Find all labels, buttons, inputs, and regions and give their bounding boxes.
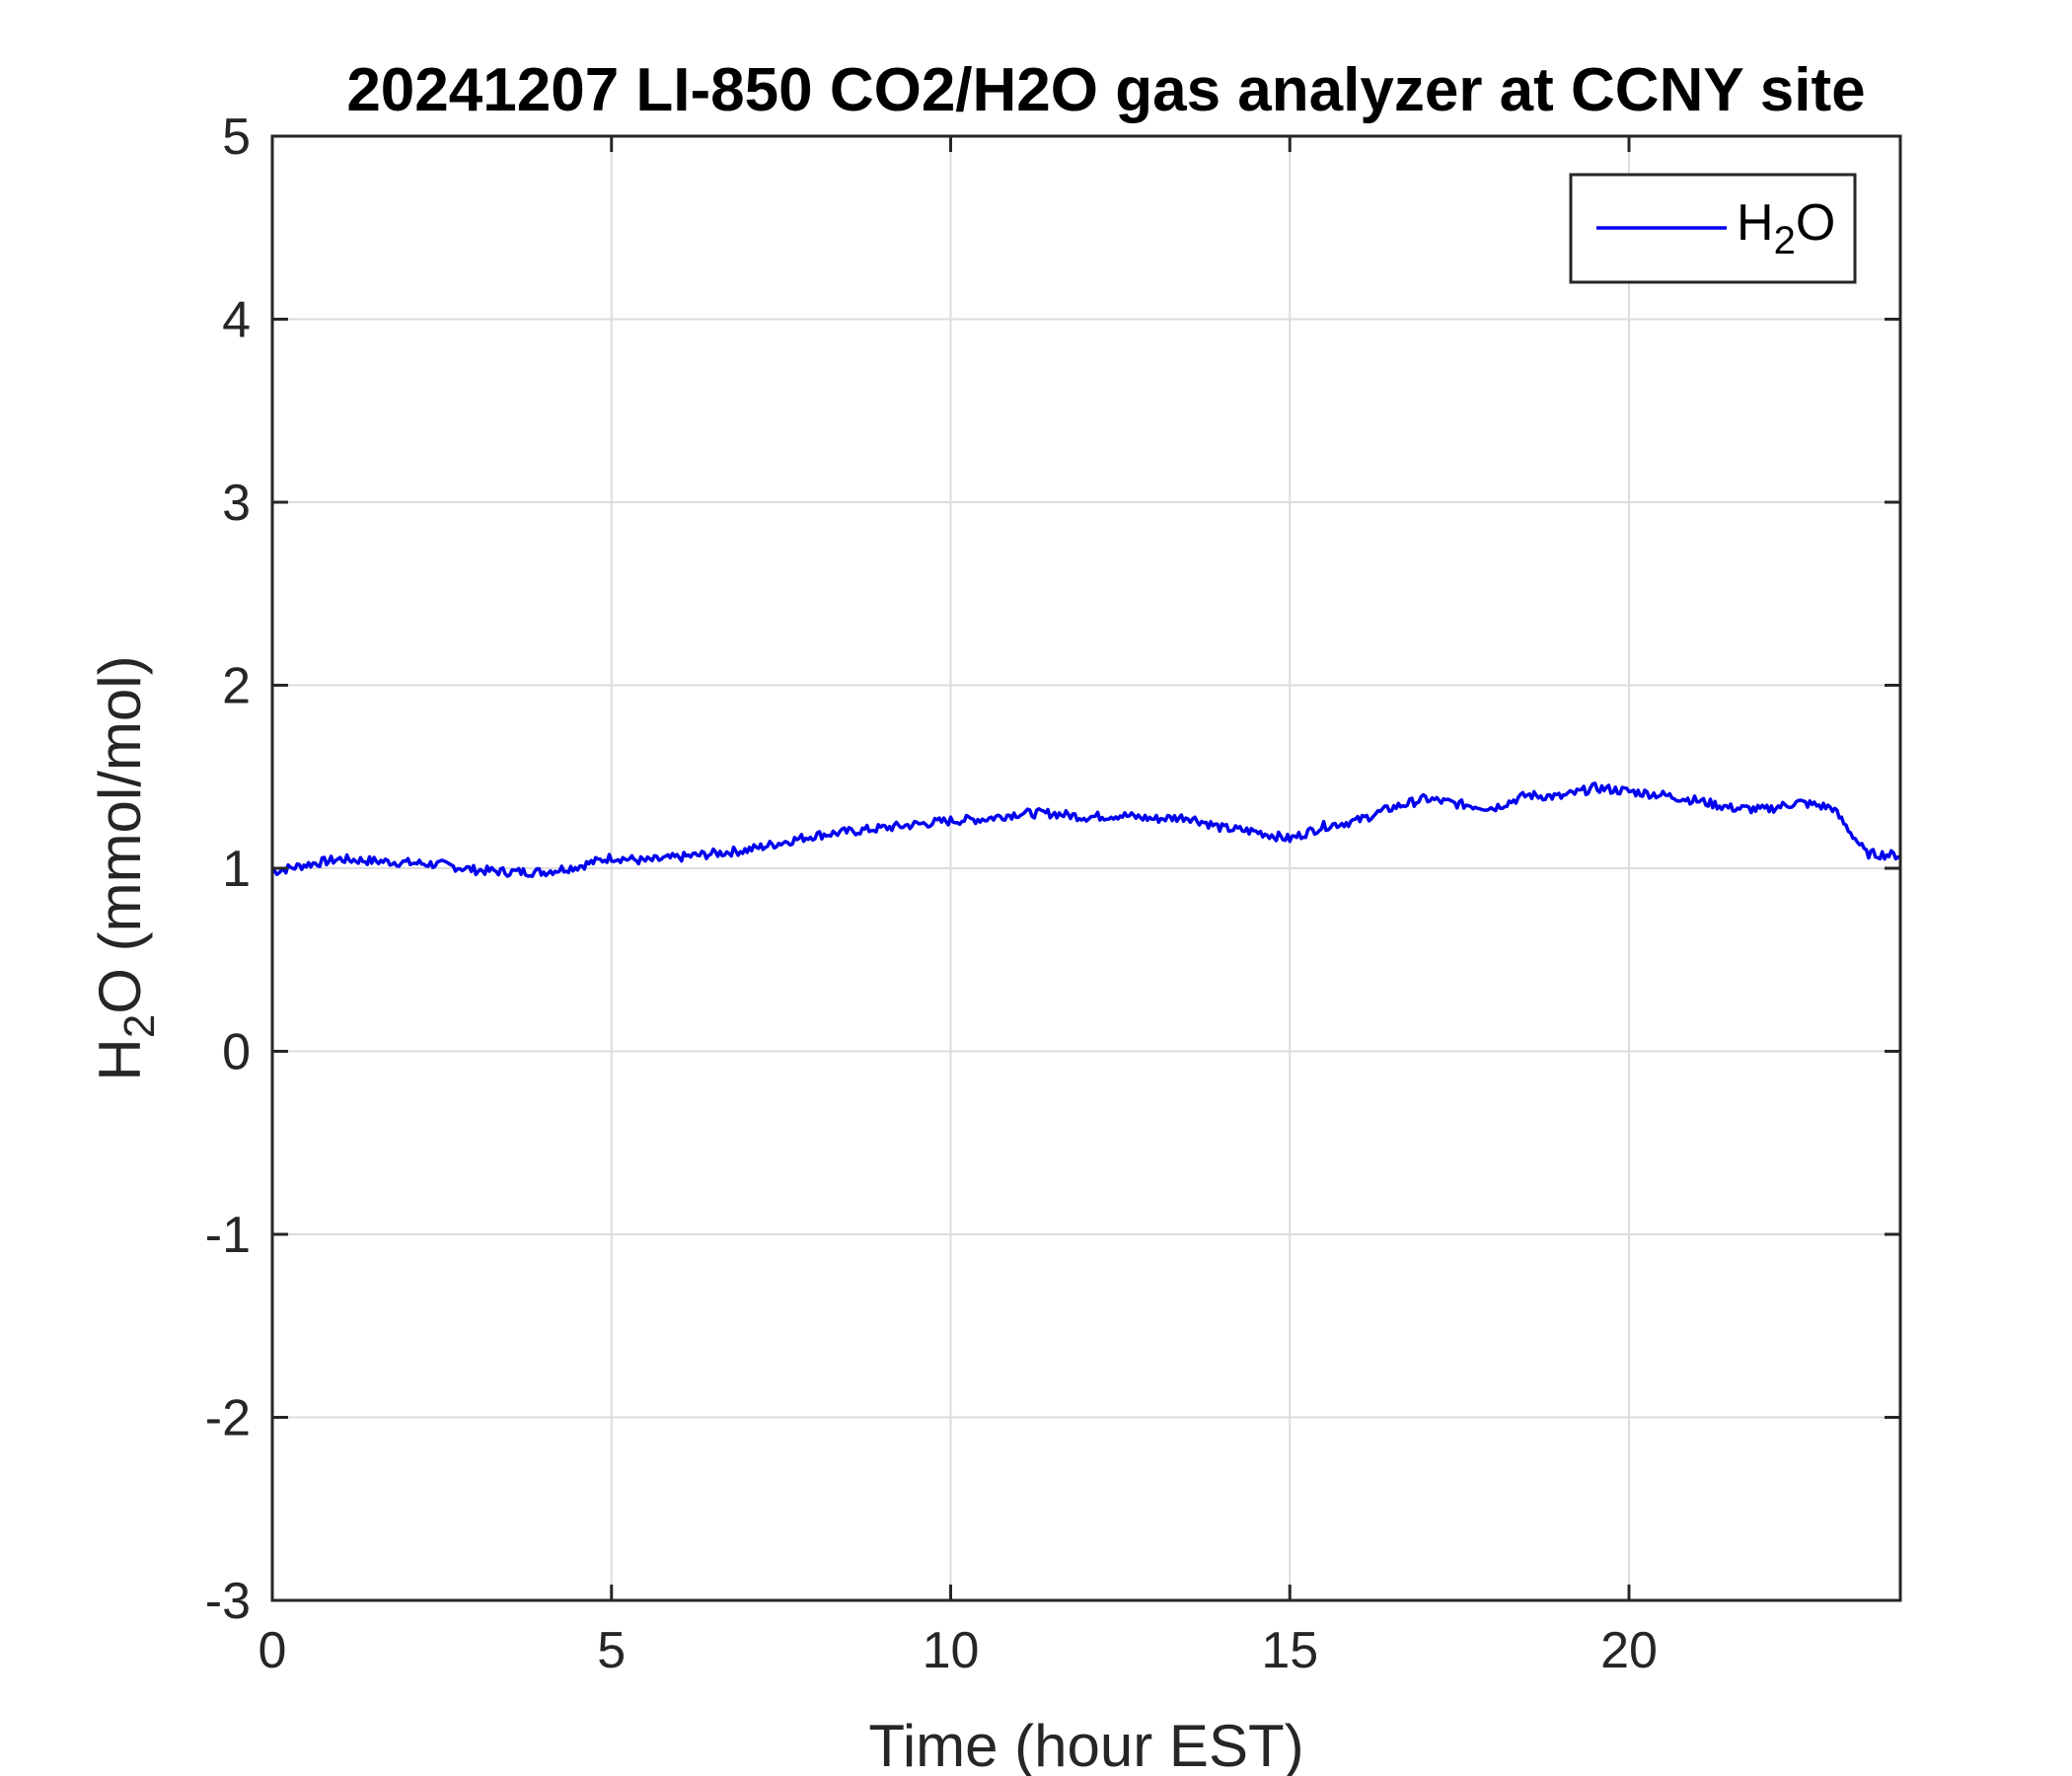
chart-title: 20241207 LI-850 CO2/H2O gas analyzer at … (346, 56, 1865, 124)
x-tick-label-0: 0 (259, 1622, 287, 1679)
legend: H2O (1569, 173, 1857, 284)
y-tick-label-6: 3 (222, 475, 251, 532)
y-tick-label-1: -2 (205, 1390, 251, 1447)
x-tick-label-1: 5 (597, 1622, 626, 1679)
x-tick-label-3: 15 (1261, 1622, 1318, 1679)
series-line-h2o (271, 781, 1901, 878)
y-tick-label-8: 5 (222, 109, 251, 166)
y-tick-label-3: 0 (222, 1024, 251, 1081)
y-tick-label-4: 1 (222, 841, 251, 898)
legend-entry-rest: O (1796, 194, 1835, 252)
x-axis-label: Time (hour EST) (868, 1713, 1303, 1776)
x-tick-label-4: 20 (1600, 1622, 1658, 1679)
y-tick-label-7: 4 (222, 292, 251, 349)
legend-entry-h2o: H2O (1737, 194, 1835, 262)
legend-entry-main: H (1737, 194, 1774, 252)
y-axis-label-main: H (87, 1038, 153, 1080)
y-axis-label-subscript: 2 (115, 1014, 164, 1038)
y-tick-label-5: 2 (222, 658, 251, 715)
y-axis-label-rest: O (mmol/mol) (87, 655, 153, 1013)
legend-entry-subscript: 2 (1774, 219, 1796, 262)
y-tick-label-2: -1 (205, 1207, 251, 1264)
y-tick-label-0: -3 (205, 1573, 251, 1630)
axis-ticks: 0 5 10 15 20 -3 -2 -1 0 1 2 3 4 5 (205, 109, 1900, 1679)
y-axis-label: H2O (mmol/mol) (87, 655, 164, 1080)
x-tick-label-2: 10 (923, 1622, 980, 1679)
gridlines (272, 136, 1900, 1600)
